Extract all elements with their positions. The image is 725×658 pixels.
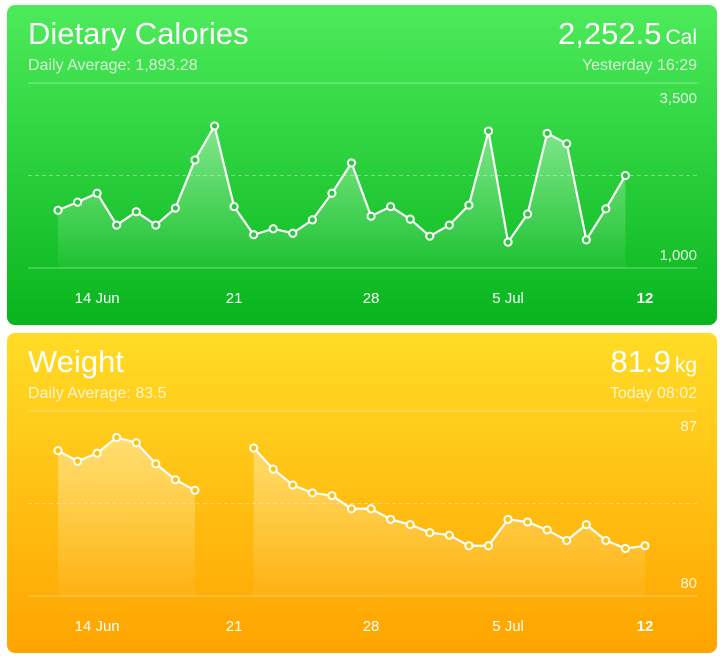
data-point: [386, 514, 396, 524]
data-point: [151, 220, 161, 230]
latest-number: 2,252.5: [558, 16, 661, 51]
data-point: [53, 205, 63, 215]
data-point: [366, 504, 376, 514]
card-title: Dietary Calories: [28, 16, 249, 51]
latest-value: 2,252.5 Cal: [558, 16, 697, 51]
data-point: [425, 231, 435, 241]
daily-average: Daily Average: 83.5: [28, 385, 167, 402]
data-point: [288, 228, 298, 238]
calories-card[interactable]: [7, 5, 717, 325]
data-point: [288, 480, 298, 490]
data-point: [503, 237, 513, 247]
data-point: [131, 207, 141, 217]
x-tick-label: 12: [637, 290, 654, 307]
area: [58, 125, 626, 268]
y-tick-label: 3,500: [659, 90, 697, 107]
data-point: [581, 520, 591, 530]
x-tick-label: 12: [637, 618, 654, 635]
data-point: [170, 475, 180, 485]
data-point: [249, 443, 259, 453]
data-point: [483, 126, 494, 136]
latest-value: 81.9 kg: [610, 344, 697, 379]
latest-number: 81.9: [610, 344, 670, 379]
data-point: [562, 139, 572, 149]
data-point: [601, 535, 611, 546]
y-tick-label: 80: [680, 575, 697, 592]
data-point: [581, 235, 591, 245]
data-point: [346, 158, 357, 168]
data-point: [542, 525, 552, 535]
data-point: [386, 201, 396, 212]
data-point: [268, 464, 278, 474]
data-point: [425, 527, 435, 538]
latest-unit: Cal: [665, 26, 697, 49]
data-point: [268, 224, 278, 234]
data-point: [72, 197, 83, 207]
data-point: [620, 170, 631, 181]
data-point: [405, 520, 415, 530]
data-point: [151, 459, 161, 469]
latest-unit: kg: [675, 354, 697, 377]
data-point: [327, 490, 337, 501]
data-point: [327, 188, 337, 198]
data-point: [346, 504, 357, 514]
timestamp: Today 08:02: [610, 385, 697, 402]
data-point: [444, 530, 454, 540]
data-point: [170, 203, 180, 213]
data-point: [405, 214, 415, 224]
data-point: [190, 485, 200, 495]
x-tick-label: 14 Jun: [75, 618, 120, 635]
data-point: [190, 155, 200, 165]
data-point: [112, 220, 122, 230]
daily-average: Daily Average: 1,893.28: [28, 57, 198, 74]
data-point: [464, 541, 474, 551]
data-point: [307, 215, 317, 225]
data-point: [542, 128, 552, 138]
data-point: [523, 517, 533, 527]
data-point: [307, 488, 317, 498]
data-point: [92, 448, 102, 458]
y-tick-label: 87: [680, 418, 697, 435]
data-point: [562, 535, 572, 546]
x-tick-label: 28: [363, 290, 380, 307]
data-point: [229, 201, 239, 212]
x-tick-label: 28: [363, 618, 380, 635]
y-tick-label: 1,000: [659, 247, 697, 264]
data-point: [209, 121, 220, 131]
data-point: [131, 438, 141, 448]
data-point: [601, 204, 611, 214]
x-tick-label: 21: [226, 618, 243, 635]
data-point: [112, 432, 122, 443]
data-point: [53, 446, 63, 456]
data-point: [640, 541, 650, 551]
x-tick-label: 21: [226, 290, 243, 307]
card-title: Weight: [28, 344, 124, 379]
data-point: [503, 514, 513, 524]
data-point: [92, 188, 102, 198]
data-point: [444, 220, 454, 230]
data-point: [523, 209, 533, 219]
data-point: [72, 456, 83, 466]
x-tick-label: 14 Jun: [75, 290, 120, 307]
data-point: [483, 541, 494, 551]
x-tick-label: 5 Jul: [492, 290, 524, 307]
timestamp: Yesterday 16:29: [582, 57, 697, 74]
area: [58, 437, 645, 596]
data-point: [249, 230, 259, 240]
x-tick-label: 5 Jul: [492, 618, 524, 635]
data-point: [366, 211, 376, 221]
data-point: [620, 543, 631, 554]
data-point: [464, 200, 474, 210]
